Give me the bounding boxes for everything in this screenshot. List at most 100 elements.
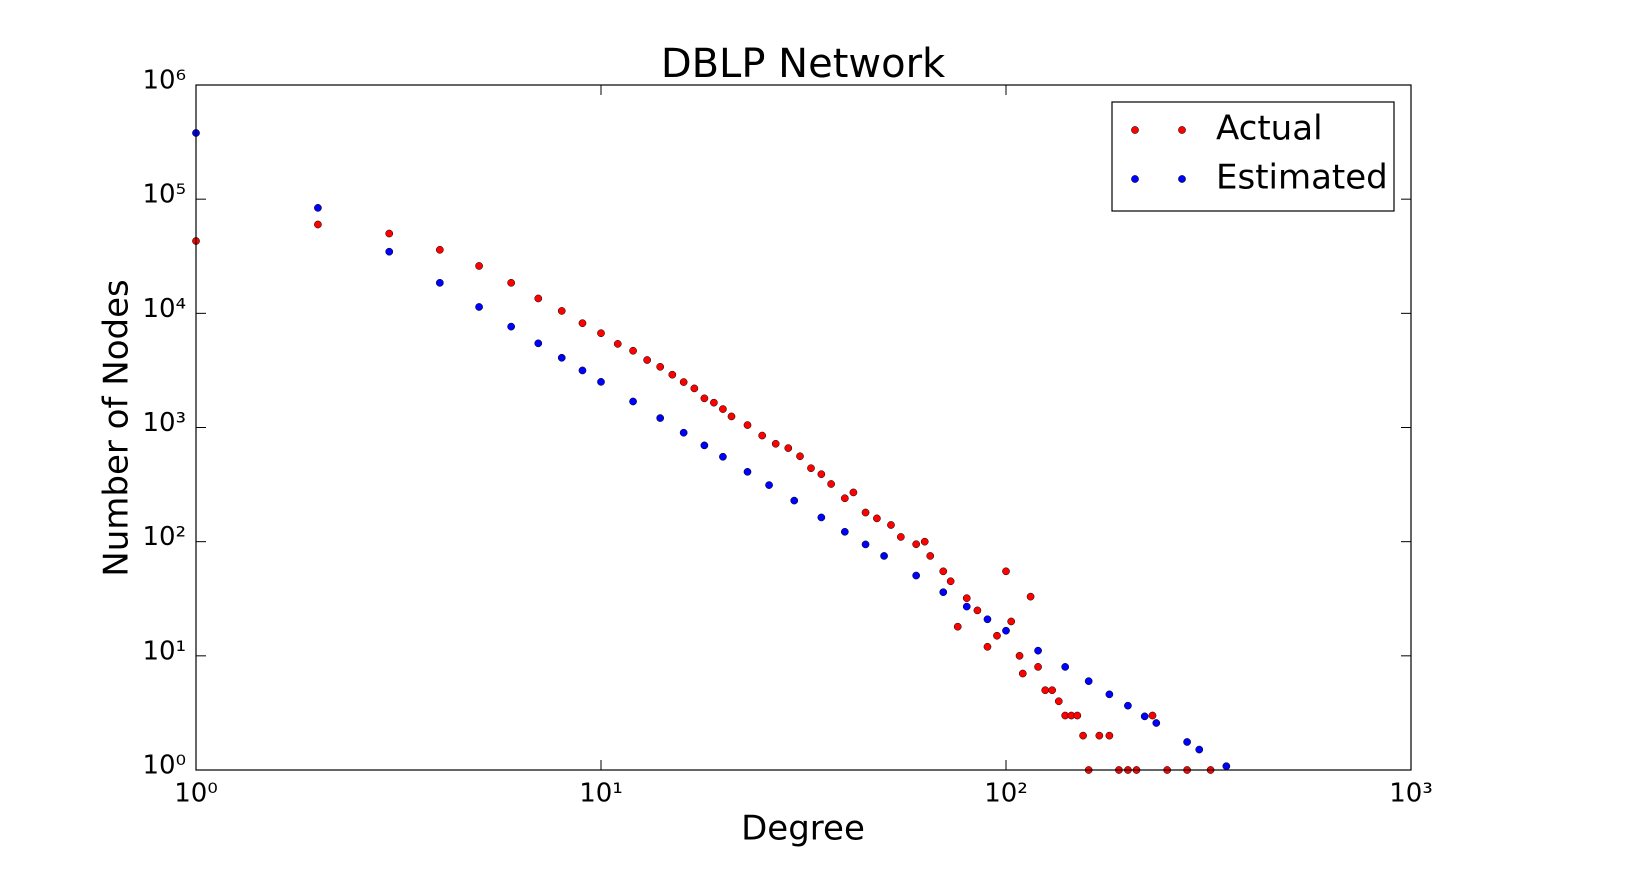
data-point <box>912 540 921 549</box>
data-point <box>534 339 543 348</box>
legend-label: Actual <box>1216 109 1323 149</box>
data-point <box>939 567 948 576</box>
y-tick-label: 10⁶ <box>142 66 186 96</box>
data-point <box>983 642 992 651</box>
data-point <box>679 428 688 437</box>
data-point <box>597 378 605 386</box>
data-point <box>1048 686 1056 695</box>
data-point <box>507 322 516 331</box>
data-point <box>385 229 394 238</box>
data-point <box>1026 592 1035 601</box>
data-point <box>1015 651 1024 660</box>
data-point <box>690 384 699 393</box>
data-point <box>534 294 543 303</box>
data-point <box>475 262 483 270</box>
data-point <box>1041 686 1050 695</box>
data-point <box>758 431 767 440</box>
data-point <box>1148 711 1157 720</box>
y-tick-label: 10⁰ <box>142 751 186 781</box>
data-point <box>926 552 935 560</box>
x-tick-label: 10³ <box>1389 779 1433 809</box>
data-point <box>1034 663 1042 671</box>
data-point <box>597 329 605 338</box>
data-point <box>946 577 955 586</box>
data-point <box>1079 731 1087 740</box>
data-point <box>873 514 881 523</box>
legend-label: Estimated <box>1216 158 1388 198</box>
data-point <box>1140 712 1149 721</box>
data-point <box>817 513 826 522</box>
data-point <box>1002 626 1010 635</box>
data-point <box>880 552 888 560</box>
data-point <box>435 278 444 287</box>
data-point <box>962 594 971 603</box>
data-point <box>710 398 718 407</box>
data-point <box>1002 567 1010 576</box>
data-point <box>817 470 826 479</box>
data-point <box>1018 669 1027 678</box>
data-point <box>765 481 773 489</box>
data-point <box>939 588 948 597</box>
data-point <box>920 537 929 546</box>
data-point <box>1195 745 1204 754</box>
data-point <box>656 414 665 422</box>
data-point <box>475 303 483 311</box>
data-point <box>1034 646 1042 655</box>
x-tick-label: 10⁰ <box>174 779 218 809</box>
data-point <box>896 533 905 541</box>
y-tick-label: 10² <box>142 522 186 552</box>
y-tick-label: 10³ <box>142 408 186 438</box>
data-point <box>962 602 971 611</box>
x-axis-label: Degree <box>741 809 865 849</box>
data-point <box>385 247 394 256</box>
legend-marker <box>1131 175 1139 183</box>
data-point <box>827 480 835 488</box>
data-point <box>784 444 793 452</box>
data-point <box>1124 701 1132 710</box>
data-point <box>557 307 566 315</box>
data-point <box>1222 762 1231 771</box>
data-point <box>507 278 516 287</box>
data-point <box>912 571 921 580</box>
data-point <box>700 441 709 450</box>
data-point <box>719 452 727 461</box>
data-point <box>743 421 752 429</box>
data-point <box>656 362 665 371</box>
data-point <box>743 467 752 476</box>
legend-marker <box>1178 175 1186 183</box>
plot-area <box>192 129 1231 774</box>
data-point <box>314 220 322 229</box>
data-point <box>796 452 804 461</box>
chart-title: DBLP Network <box>661 41 946 87</box>
data-point <box>679 378 688 386</box>
data-point <box>1061 663 1070 671</box>
data-point <box>840 527 849 536</box>
data-point <box>613 340 622 348</box>
data-point <box>1073 711 1082 720</box>
data-point <box>1007 617 1016 626</box>
data-point <box>993 631 1001 640</box>
data-point <box>849 488 858 497</box>
data-point <box>861 540 870 549</box>
data-point <box>973 606 982 615</box>
y-tick-label: 10⁴ <box>142 294 186 324</box>
y-axis-label: Number of Nodes <box>97 279 137 576</box>
data-point <box>790 496 799 505</box>
data-point <box>557 353 566 362</box>
data-point <box>887 521 895 529</box>
x-tick-label: 10¹ <box>579 779 623 809</box>
data-point <box>1054 697 1063 706</box>
data-point <box>700 394 709 403</box>
y-tick-label: 10¹ <box>142 636 186 666</box>
data-point <box>1183 738 1191 746</box>
data-point <box>861 508 870 517</box>
data-point <box>668 370 677 379</box>
data-point <box>771 439 780 448</box>
data-point <box>1152 719 1161 727</box>
legend-box <box>1111 101 1395 212</box>
legend-marker <box>1178 126 1186 134</box>
data-point <box>578 366 587 375</box>
data-point <box>983 615 992 624</box>
data-point <box>719 405 727 413</box>
